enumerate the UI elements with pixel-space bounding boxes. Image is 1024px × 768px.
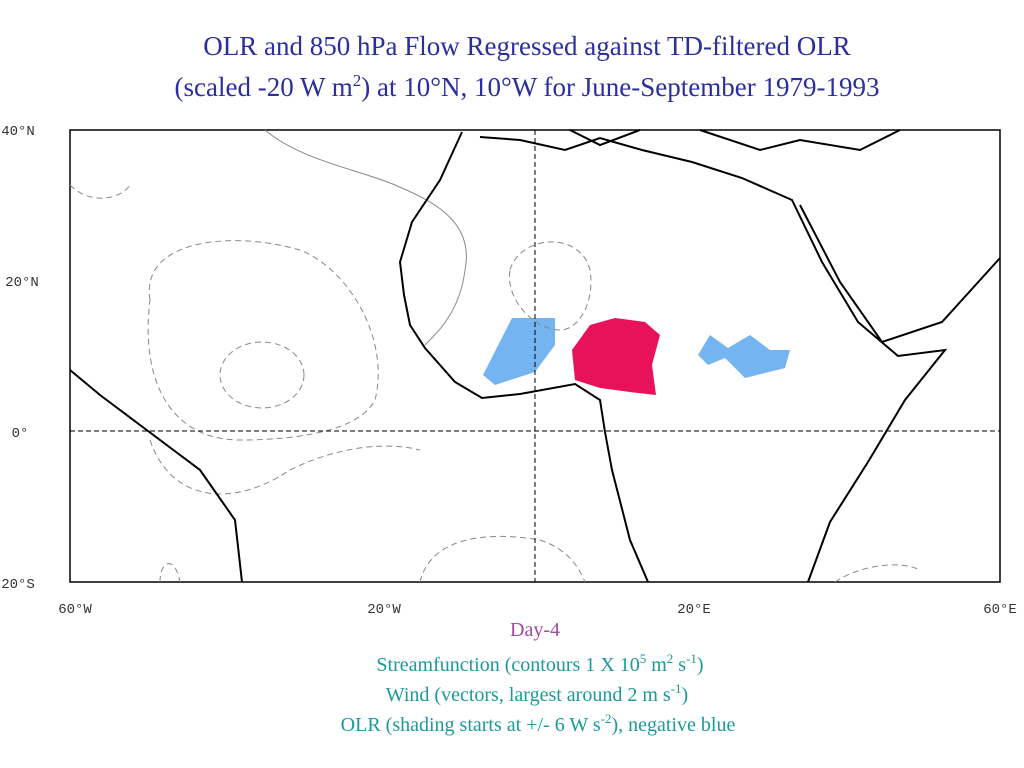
lon-label: 60°W: [58, 602, 92, 618]
lat-labels: 40°N 20°N 0° 20°S: [1, 124, 39, 593]
caption-sup: -1: [686, 651, 697, 666]
olr-positive: [572, 318, 660, 395]
contour: [69, 184, 131, 199]
contour: [219, 341, 305, 409]
lon-label: 20°E: [677, 602, 711, 618]
contour: [419, 535, 586, 583]
caption-part: Wind (vectors, largest around 2 m s: [386, 684, 671, 706]
caption-part: ), negative blue: [611, 714, 735, 736]
coastline: [569, 129, 901, 152]
title-line: OLR and 850 hPa Flow Regressed against T…: [203, 31, 850, 61]
olr-negative: [483, 318, 555, 385]
title-part: (scaled -20 W m: [175, 72, 353, 102]
caption-part: s: [673, 654, 686, 676]
lat-label: 0°: [12, 426, 29, 442]
caption-part: OLR (shading starts at +/- 6 W s: [341, 714, 601, 736]
coastline: [69, 369, 243, 583]
caption-part: ): [682, 684, 689, 706]
title-line: (scaled -20 W m2) at 10°N, 10°W for June…: [175, 71, 880, 102]
lon-label: 20°W: [367, 602, 401, 618]
coastline: [799, 204, 1001, 344]
caption-line: OLR (shading starts at +/- 6 W s-2), neg…: [341, 711, 736, 736]
contour: [149, 439, 421, 495]
map: [69, 129, 1001, 583]
coastline: [398, 131, 649, 583]
lon-label: 60°E: [983, 602, 1017, 618]
caption-sup: -1: [671, 681, 682, 696]
title-sup: 2: [353, 71, 362, 90]
caption-sup: 2: [667, 651, 674, 666]
contour: [147, 240, 379, 441]
olr-negative: [698, 335, 790, 378]
caption-part: Streamfunction (contours 1 X 10: [376, 654, 639, 676]
lat-label: 40°N: [1, 124, 35, 140]
caption-part: ): [697, 654, 704, 676]
caption-sup: -2: [601, 711, 612, 726]
title-part: ) at 10°N, 10°W for June-September 1979-…: [361, 72, 879, 102]
contour: [264, 129, 467, 346]
day-label: Day-4: [510, 619, 560, 641]
contour: [159, 563, 181, 583]
lon-labels: 60°W 20°W 20°E 60°E: [58, 602, 1017, 618]
caption-part: m: [646, 654, 667, 676]
caption-sup: 5: [640, 651, 647, 666]
lat-label: 20°S: [1, 577, 35, 593]
caption-line: Streamfunction (contours 1 X 105 m2 s-1): [376, 651, 703, 676]
caption-line: Wind (vectors, largest around 2 m s-1): [386, 681, 688, 706]
lat-label: 20°N: [5, 275, 39, 291]
contour: [834, 564, 921, 583]
